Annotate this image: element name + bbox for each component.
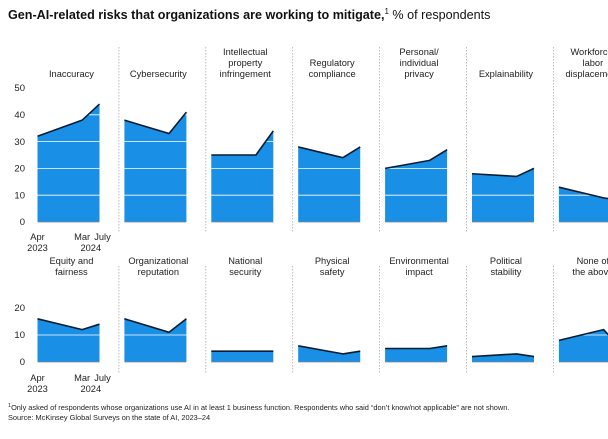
area-fill <box>37 318 100 362</box>
panel-label-line: Explainability <box>479 69 534 79</box>
x-tick-label: Mar <box>74 232 90 242</box>
panel-label-line: National <box>228 256 262 266</box>
panel-label-line: Organizational <box>128 256 188 266</box>
panel-label-line: Environmental <box>389 256 448 266</box>
panel-label-line: labor <box>583 58 604 68</box>
panel-label-line: Cybersecurity <box>130 69 187 79</box>
x-tick-label: Mar <box>74 373 90 383</box>
panel-label-line: Regulatory <box>310 58 355 68</box>
chart-title-bold: Gen-AI-related risks that organizations … <box>8 8 385 22</box>
chart-title-unit: % of respondents <box>388 8 491 22</box>
title-footnote-marker: 1 <box>384 7 389 16</box>
area-fill <box>211 351 274 362</box>
footnote-marker: 1 <box>8 403 12 409</box>
panel-label-line: None of <box>577 256 608 266</box>
y-tick-label: 30 <box>14 137 25 148</box>
panel-label-line: the above <box>572 267 608 277</box>
panel-label-line: property <box>228 58 262 68</box>
x-tick-label: 2023 <box>27 384 48 394</box>
x-tick-label: Apr <box>30 373 44 383</box>
area-fill <box>385 149 448 222</box>
y-tick-label: 10 <box>14 190 25 201</box>
x-tick-label: July <box>94 232 111 242</box>
y-tick-label: 40 <box>14 110 25 121</box>
y-tick-label: 50 <box>14 83 25 94</box>
panel-label-line: impact <box>405 267 433 277</box>
panel-label-line: Personal/ <box>399 47 439 57</box>
footnote-source: Source: McKinsey Global Surveys on the s… <box>8 413 211 422</box>
panel-label-line: Workforce/ <box>570 47 608 57</box>
y-tick-label: 0 <box>20 217 25 228</box>
x-tick-label: 2023 <box>27 243 48 253</box>
x-tick-label: July <box>94 373 111 383</box>
panel-label-line: displacement <box>565 69 608 79</box>
area-fill <box>298 345 361 362</box>
panel-label-line: Inaccuracy <box>49 69 94 79</box>
y-tick-label: 20 <box>14 164 25 175</box>
y-tick-label: 10 <box>14 330 25 341</box>
area-fill <box>298 146 361 222</box>
panel-label-line: Equity and <box>49 256 93 266</box>
panel-label-line: fairness <box>55 267 88 277</box>
panel-label-line: Physical <box>315 256 350 266</box>
panel-label-line: Political <box>490 256 522 266</box>
panel-label-line: Intellectual <box>223 47 267 57</box>
panel-label-line: individual <box>400 58 439 68</box>
panel-label-line: stability <box>490 267 521 277</box>
panel-label-line: privacy <box>404 69 434 79</box>
area-fill <box>37 104 100 222</box>
chart-title: Gen-AI-related risks that organizations … <box>8 7 490 22</box>
area-fill <box>124 112 187 222</box>
panel-label-line: infringement <box>220 69 272 79</box>
panel-label-line: safety <box>320 267 345 277</box>
x-tick-label: Apr <box>30 232 44 242</box>
x-tick-label: 2024 <box>80 384 101 394</box>
panel-label-line: security <box>229 267 261 277</box>
x-tick-label: 2024 <box>80 243 101 253</box>
y-tick-label: 0 <box>20 357 25 368</box>
area-fill <box>124 318 187 362</box>
footnote-note-text: Only asked of respondents whose organiza… <box>11 403 510 412</box>
panel-label-line: compliance <box>309 69 356 79</box>
y-tick-label: 20 <box>14 303 25 314</box>
area-fill <box>385 345 448 362</box>
panel-label-line: reputation <box>138 267 179 277</box>
footnote-note: 1Only asked of respondents whose organiz… <box>8 403 509 412</box>
area-fill <box>558 187 608 222</box>
